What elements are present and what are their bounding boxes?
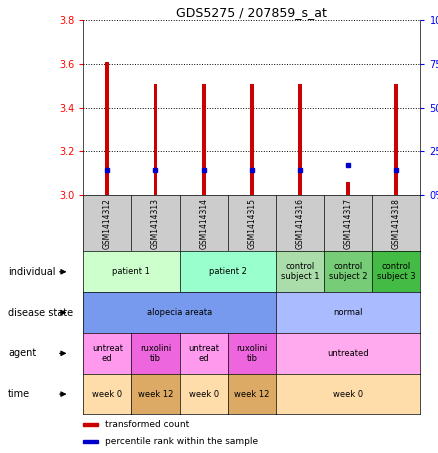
Text: GSM1414313: GSM1414313 (151, 198, 160, 249)
Text: week 0: week 0 (92, 390, 122, 399)
Text: time: time (8, 389, 30, 399)
Bar (298, 84, 302, 195)
Text: individual: individual (8, 267, 55, 277)
Text: untreat
ed: untreat ed (188, 344, 219, 363)
Bar (83, 423, 99, 426)
Text: percentile rank within the sample: percentile rank within the sample (105, 437, 258, 446)
Text: transformed count: transformed count (105, 420, 189, 429)
Text: GSM1414316: GSM1414316 (296, 198, 304, 249)
Text: agent: agent (8, 348, 36, 358)
Bar (154, 84, 157, 195)
Text: GSM1414314: GSM1414314 (199, 198, 208, 249)
Text: week 12: week 12 (234, 390, 269, 399)
Bar (346, 182, 350, 195)
Bar (250, 84, 254, 195)
Text: GSM1414312: GSM1414312 (103, 198, 112, 249)
Bar (106, 62, 109, 195)
Text: untreated: untreated (327, 349, 369, 358)
Text: untreat
ed: untreat ed (92, 344, 123, 363)
Text: ruxolini
tib: ruxolini tib (140, 344, 171, 363)
Text: ruxolini
tib: ruxolini tib (236, 344, 268, 363)
Text: GSM1414318: GSM1414318 (392, 198, 401, 249)
Text: control
subject 3: control subject 3 (377, 262, 416, 281)
Text: normal: normal (333, 308, 363, 317)
Bar (202, 84, 205, 195)
Text: GSM1414315: GSM1414315 (247, 198, 256, 249)
Text: GSM1414317: GSM1414317 (344, 198, 353, 249)
Text: week 0: week 0 (333, 390, 363, 399)
Text: control
subject 1: control subject 1 (281, 262, 319, 281)
Text: week 0: week 0 (189, 390, 219, 399)
Bar (83, 439, 99, 443)
Text: patient 2: patient 2 (209, 267, 247, 276)
Text: disease state: disease state (8, 308, 73, 318)
Title: GDS5275 / 207859_s_at: GDS5275 / 207859_s_at (177, 6, 327, 19)
Text: patient 1: patient 1 (113, 267, 150, 276)
Text: week 12: week 12 (138, 390, 173, 399)
Text: alopecia areata: alopecia areata (147, 308, 212, 317)
Bar (395, 84, 398, 195)
Text: control
subject 2: control subject 2 (329, 262, 367, 281)
